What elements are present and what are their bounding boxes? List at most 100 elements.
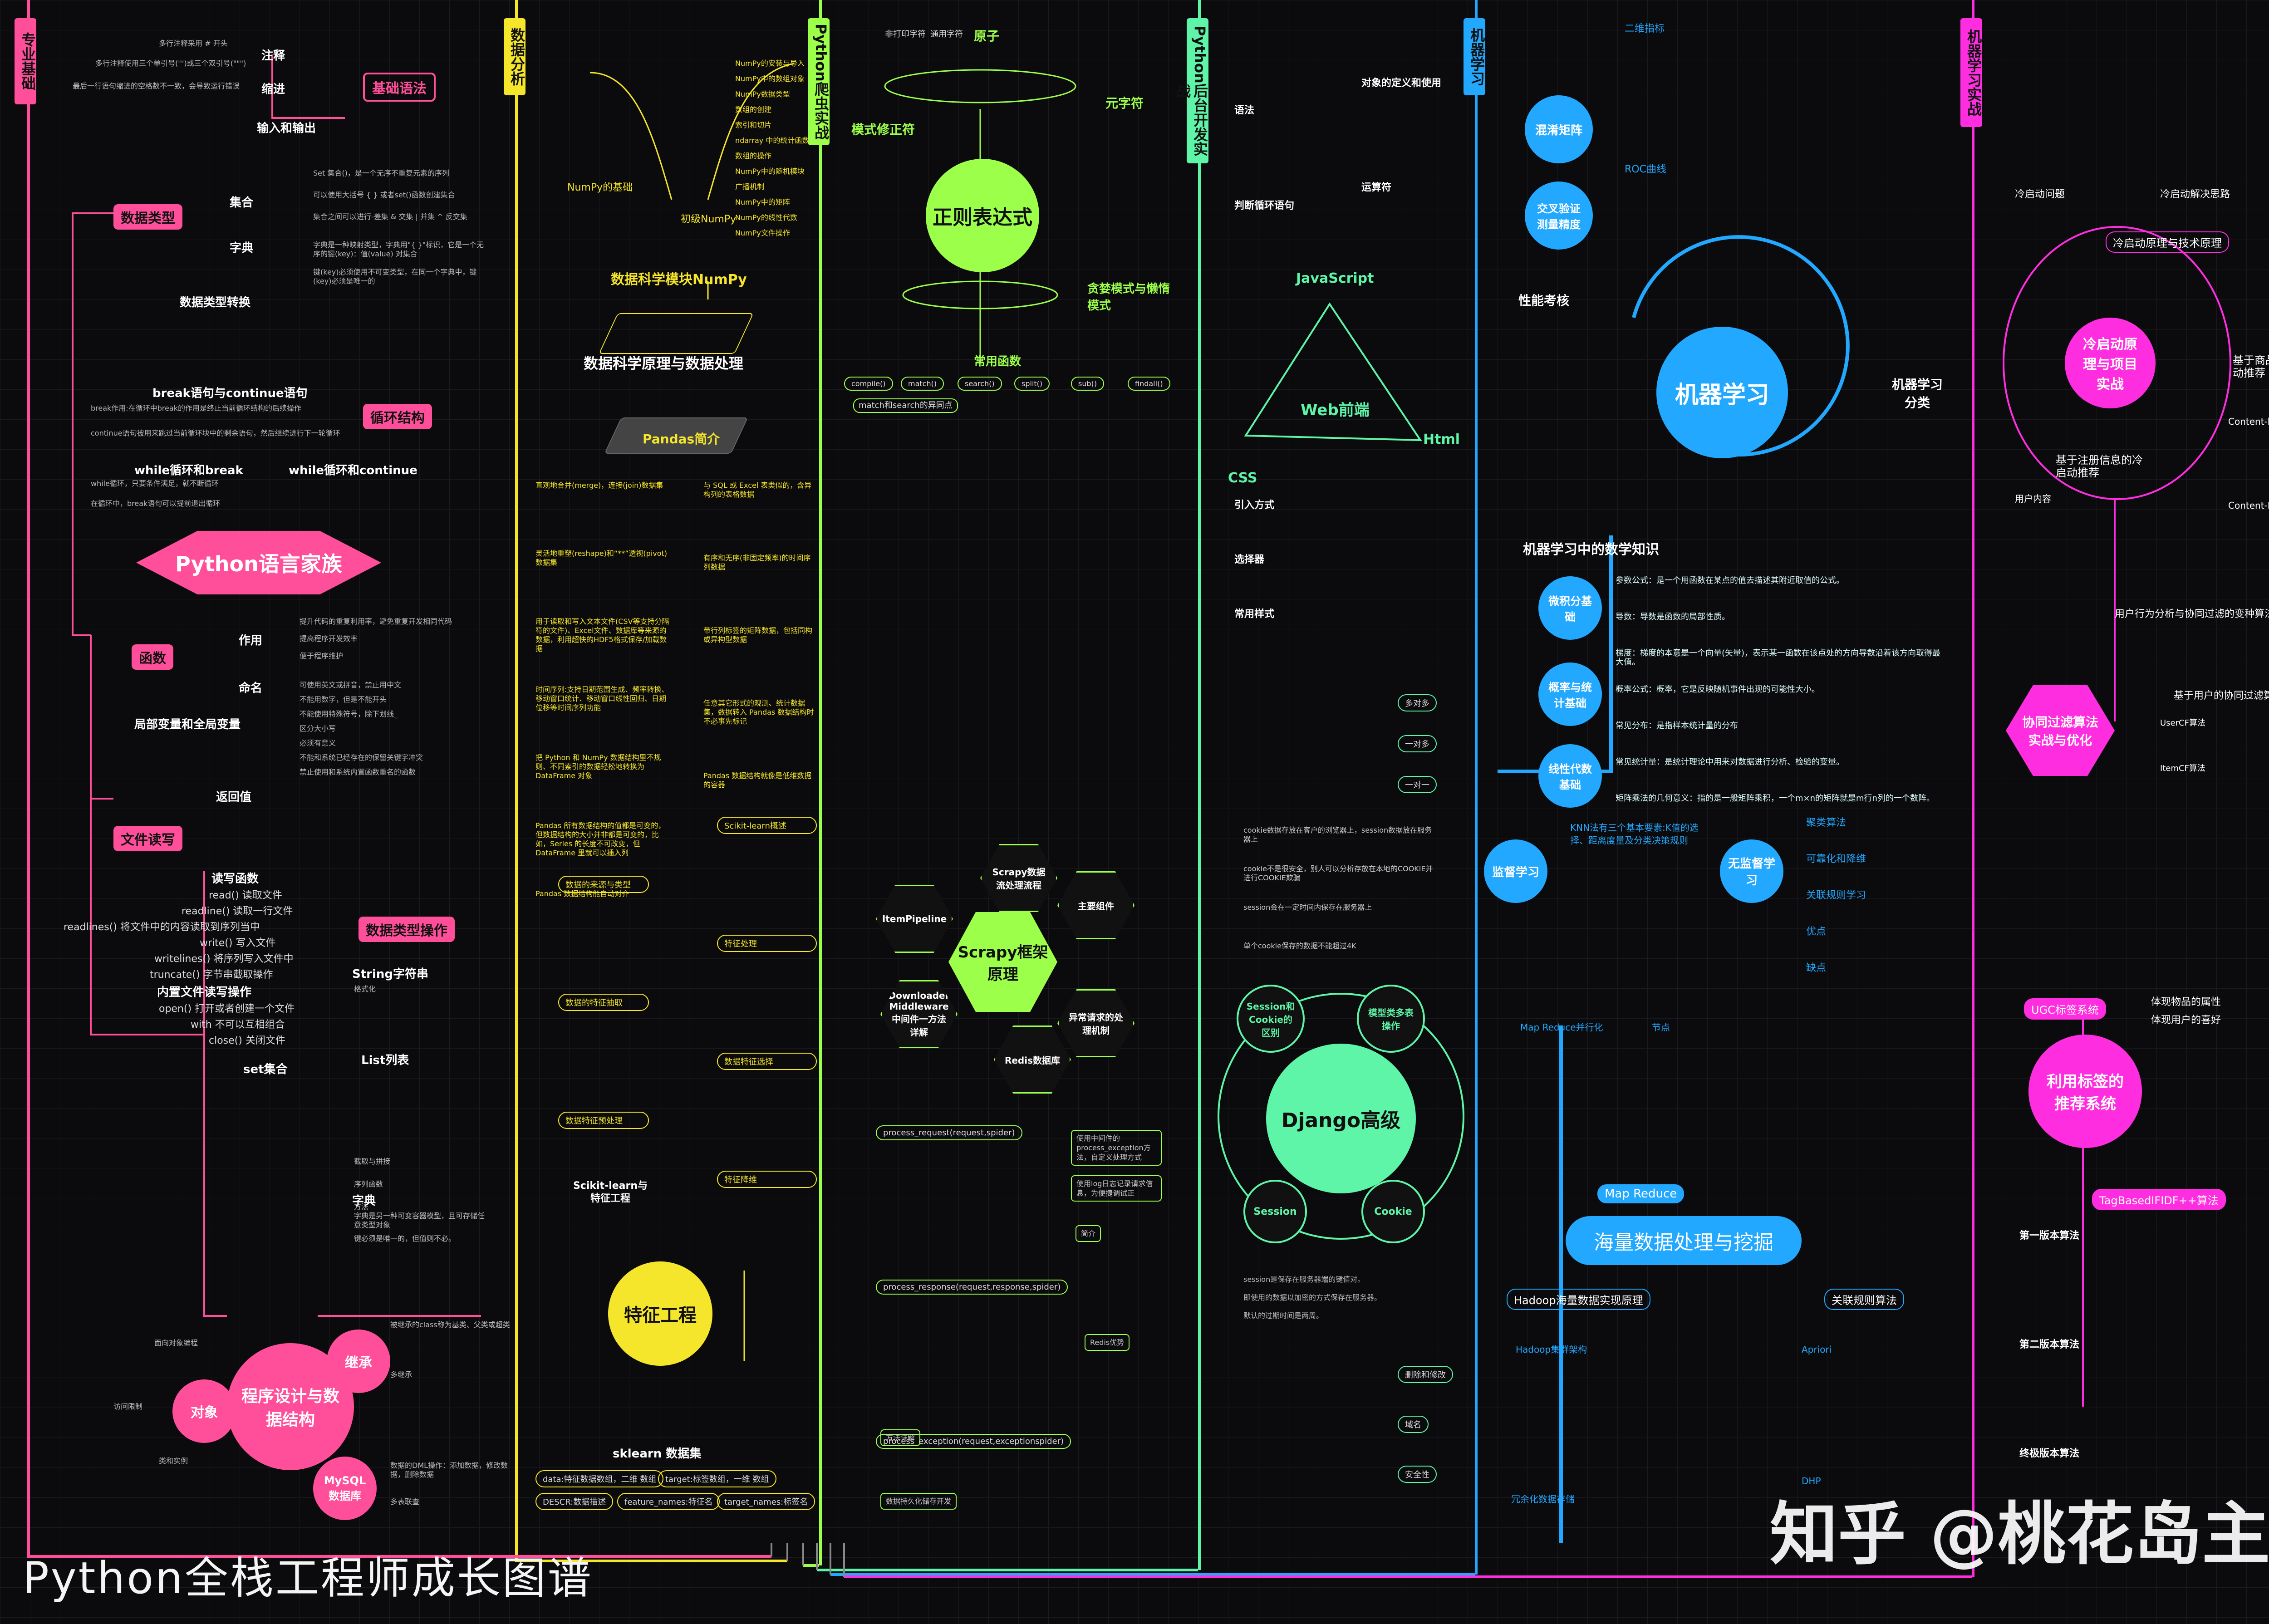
- xiangmu-circle: 冷启动原理与项目实战: [2065, 318, 2156, 408]
- hdr-tanlan: 贪婪模式与懒惰模式: [1087, 282, 1170, 313]
- sk-field: DESCR:数据描述: [535, 1493, 614, 1510]
- sk-item: Scikit-learn概述: [717, 817, 817, 834]
- js-item: 对象的定义和使用: [1361, 78, 1442, 89]
- hdr-jubu: 局部变量和全局变量: [134, 718, 241, 731]
- sk-item: 数据的特征抽取: [558, 994, 649, 1011]
- note-10: while循环，只要条件满足，就不断循环: [91, 479, 219, 488]
- hdr-jichu: 基础语法: [363, 73, 436, 102]
- section-tag-6: 机器学习实战: [1960, 18, 1982, 127]
- hdr-numpy: 数据科学模块NumPy: [611, 272, 747, 288]
- section-tag-4: Python后台开发实战: [1174, 18, 1208, 163]
- hdr-fanhui: 返回值: [216, 790, 252, 804]
- match-note: match和search的异同点: [853, 398, 958, 413]
- hdr-shuxue: 机器学习中的数学知识: [1523, 542, 1659, 558]
- tagbased-pill: TagBasedIFIDF++算法: [2092, 1189, 2226, 1210]
- note-31: 格式化: [354, 985, 376, 993]
- js-item: 语法: [1234, 105, 1255, 116]
- note-4: 可以使用大括号 { } 或者set()函数创建集合: [313, 191, 455, 199]
- hdr-html: Html: [1423, 432, 1460, 447]
- guanlian-pill: 关联规则算法: [1824, 1289, 1904, 1310]
- note-30: close() 关闭文件: [209, 1035, 285, 1046]
- ugc-pill: UGC标签系统: [2024, 998, 2106, 1020]
- mysql-circle: MySQL数据库: [313, 1457, 377, 1520]
- math-note: 矩阵乘法的几何意义：指的是一般矩阵乘积，一个m×n的矩阵就是m行n列的一个数阵。: [1616, 794, 1935, 803]
- section-tag-1: 专业基础: [15, 18, 36, 104]
- note-18: 区分大小写: [300, 724, 336, 733]
- session-cookie-circle: Session和Cookie的区别: [1237, 985, 1305, 1053]
- hadoop-item: Apriori: [1802, 1344, 1832, 1355]
- hdr-string: String字符串: [352, 967, 429, 981]
- math-note: 常见分布：是指样本统计量的分布: [1616, 721, 1738, 731]
- pandas-item: 带行列标签的矩阵数据，包括同构或异构型数据: [703, 626, 813, 644]
- pandas-item: 直观地合并(merge)，连接(join)数据集: [535, 481, 663, 490]
- note-11: 在循环中，break语句可以提前退出循环: [91, 499, 221, 508]
- note-32: 截取与拼接: [354, 1157, 391, 1166]
- note-43: 多表联查: [390, 1497, 420, 1506]
- sk-field: feature_names:特征名: [617, 1493, 720, 1510]
- process-pill: process_exception(request,exceptionspide…: [876, 1434, 1071, 1449]
- sk-item: 特征降维: [717, 1171, 817, 1188]
- func-pill: split(): [1014, 377, 1050, 391]
- session-circle: Session: [1243, 1180, 1307, 1243]
- numpy-item: 数组的操作: [735, 152, 772, 160]
- xietong-hex: 协同过滤算法实战与优化: [2006, 685, 2115, 776]
- numpy-item: NumPy的安装与导入: [735, 59, 805, 68]
- session-note: session是保存在服务器端的键值对。: [1243, 1275, 1365, 1284]
- chuji: 初级NumPy: [681, 214, 737, 225]
- bp-item: 终极版本算法: [2019, 1448, 2080, 1459]
- note-29: with 不可以互相组合: [191, 1019, 285, 1030]
- mapreduce-pill: Map Reduce: [1597, 1184, 1685, 1203]
- footer-title: Python全栈工程师成长图谱: [23, 1553, 593, 1604]
- note-28: open() 打开或者创建一个文件: [159, 1003, 295, 1015]
- numpy-item: ndarray 中的统计函数: [735, 136, 810, 145]
- wujiandu-circle: 无监督学习: [1720, 839, 1783, 903]
- hdr-while: while循环和break: [134, 464, 243, 477]
- numpy-item: NumPy的线性代数: [735, 213, 797, 222]
- itemknn-label: Content-ItemKNN 算法: [2228, 500, 2269, 511]
- note-40: 访问限制: [113, 1402, 143, 1411]
- hdr-pandas: Pandas简介: [643, 432, 720, 446]
- hdr-leixingzhuanhuan: 数据类型转换: [180, 296, 251, 309]
- zhengze-circle: 正则表达式: [926, 159, 1039, 272]
- note-1: 多行注释使用三个单引号(''')或三个双引号("""): [95, 59, 246, 68]
- pandas-item: Pandas 数据结构就像是低维数据的容器: [703, 771, 812, 789]
- hdr-fenlei: 机器学习分类: [1891, 377, 1943, 410]
- note-5: 集合之间可以进行-差集 & 交集 | 并集 ^ 反交集: [313, 212, 467, 221]
- jiandu-circle: 监督学习: [1484, 839, 1547, 903]
- haiiang-pill: 海量数据处理与挖掘: [1566, 1216, 1802, 1265]
- numpy-item: 广播机制: [735, 182, 765, 191]
- note-19: 必须有意义: [300, 739, 336, 747]
- hdr-xunhuan: 循环结构: [363, 404, 432, 429]
- pandas-item: 把 Python 和 NumPy 数据结构里不规则、不同索引的数据轻松地转换为 …: [535, 753, 661, 780]
- pandas-item: 与 SQL 或 Excel 表类似的，含异构列的表格数据: [703, 481, 812, 499]
- hdr-duqu: 读写函数: [211, 872, 259, 886]
- note-33: 序列函数: [354, 1180, 383, 1188]
- jiyu1-label: 基于商品内容的冷启动推荐: [2233, 354, 2269, 379]
- note-38: 多继承: [390, 1370, 413, 1379]
- xianxing-circle: 线性代数基础: [1538, 744, 1602, 808]
- wenti-label: 冷启动问题: [2015, 189, 2065, 200]
- note-36: 键必须是唯一的，但值则不必。: [354, 1234, 456, 1243]
- pandas-item: Pandas 所有数据结构的值都是可变的，但数据结构的大小并非都是可变的，比如，…: [535, 821, 666, 857]
- gailv-circle: 概率与统计基础: [1538, 662, 1602, 726]
- hdr-shujuleixing: 数据类型: [113, 204, 182, 230]
- watermark: 知乎 @桃花岛主: [1770, 1495, 2269, 1574]
- cookie-note: 删除和修改: [1398, 1366, 1453, 1383]
- biaoqian-circle: 利用标签的推荐系统: [2028, 1035, 2142, 1148]
- cb-label: Content-based算法: [2228, 416, 2269, 427]
- section-tag-3: Python爬虫实战: [808, 18, 830, 145]
- note-26: writelines() 将序列写入文件中: [154, 953, 294, 965]
- math-note: 梯度：梯度的本意是一个向量(矢量)，表示某一函数在该点处的方向导数沿着该方向取得…: [1616, 648, 1941, 667]
- note-14: 便于程序维护: [300, 652, 344, 660]
- note-34: 方法: [354, 1202, 369, 1211]
- pandas-item: 时间序列:支持日期范围生成、频率转换、移动窗口统计、移动窗口线性回归、日期位移等…: [535, 685, 669, 712]
- relation-pill: 一对一: [1398, 776, 1437, 793]
- func-pill: compile(): [844, 377, 893, 391]
- note-7: 键(key)必须使用不可变类型，在同一个字典中，键(key)必须是唯一的: [313, 268, 477, 285]
- note-35: 字典是另一种可变容器模型，且可存储任意类型对象: [354, 1212, 485, 1229]
- hdr-while2: while循环和continue: [289, 464, 417, 477]
- pandas-item: 任意其它形式的观测、统计数据集，数据转入 Pandas 数据结构时不必事先标记: [703, 699, 814, 726]
- sk-field: target_names:标签名: [717, 1493, 815, 1510]
- pandas-item: 有序和无序(非固定频率)的时间序列数据: [703, 554, 811, 571]
- diff-item: session会在一定时间内保存在服务器上: [1243, 903, 1372, 912]
